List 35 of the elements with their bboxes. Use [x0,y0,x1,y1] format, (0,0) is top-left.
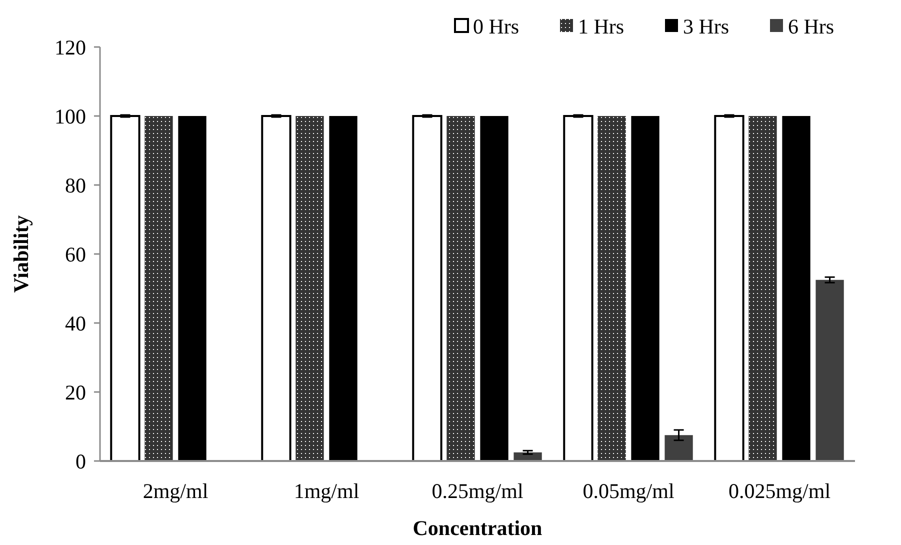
bar [664,435,693,461]
y-axis-title: Viability [9,214,33,293]
bar [748,116,777,461]
bar [480,116,508,461]
x-tick-label: 0.05mg/ml [582,479,674,503]
y-tick-label: 0 [76,449,86,474]
legend-label: 0 Hrs [473,14,520,38]
bar [816,280,844,461]
x-tick-label: 0.025mg/ml [728,479,831,503]
y-tick-label: 20 [65,380,86,404]
bar [261,115,292,462]
bar [446,116,475,461]
x-tick-label: 0.25mg/ml [432,479,524,503]
legend-label: 6 Hrs [788,14,834,38]
bar [144,116,173,461]
bar [714,115,744,462]
y-tick-label: 120 [54,35,86,60]
bar [598,116,626,461]
bar [329,116,358,461]
bar [178,116,206,461]
y-tick-label: 40 [65,311,86,336]
bar [782,116,810,461]
bar [412,115,442,462]
x-tick-label: 1mg/ml [294,479,360,503]
bar [110,115,140,462]
x-axis-title: Concentration [412,516,543,540]
y-tick-label: 100 [54,104,86,128]
bar [563,115,594,462]
legend-label: 3 Hrs [683,14,730,38]
y-tick-label: 60 [65,242,86,266]
legend-label: 1 Hrs [578,14,624,38]
y-tick-label: 80 [65,173,86,198]
x-tick-label: 2mg/ml [142,479,208,503]
bar [296,116,324,461]
bar [631,116,660,461]
